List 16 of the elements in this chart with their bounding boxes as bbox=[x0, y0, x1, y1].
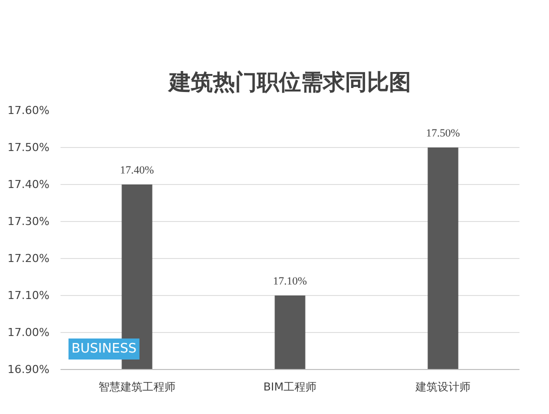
y-tick-label: 17.40% bbox=[8, 178, 50, 191]
y-tick-label: 17.10% bbox=[8, 289, 50, 302]
x-tick-label: 建筑设计师 bbox=[414, 380, 470, 394]
x-tick-label: BIM工程师 bbox=[263, 380, 317, 394]
chart-title: 建筑热门职位需求同比图 bbox=[167, 70, 411, 96]
y-tick-label: 17.60% bbox=[8, 104, 50, 117]
data-label: 17.10% bbox=[273, 276, 307, 288]
x-tick-label: 智慧建筑工程师 bbox=[98, 380, 176, 394]
data-label: 17.50% bbox=[426, 128, 460, 140]
data-label: 17.40% bbox=[120, 164, 154, 176]
y-tick-label: 17.20% bbox=[8, 252, 50, 265]
y-tick-label: 17.50% bbox=[8, 141, 50, 154]
y-tick-label: 17.30% bbox=[8, 215, 50, 228]
annotation: BUSINESS bbox=[72, 342, 136, 356]
y-tick-label: 17.00% bbox=[8, 326, 50, 339]
y-tick-label: 16.90% bbox=[8, 363, 50, 376]
